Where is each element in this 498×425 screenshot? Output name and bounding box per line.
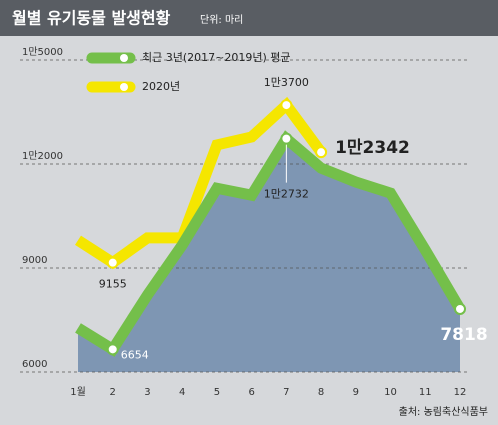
x-tick-label: 1월 [70, 386, 86, 398]
legend-marker [120, 83, 128, 91]
point-marker [315, 146, 328, 159]
y-tick-label: 9000 [22, 255, 47, 266]
legend-label: 최근 3년(2017~2019년) 평균 [142, 51, 291, 64]
x-tick-label: 6 [248, 387, 254, 398]
x-tick-label: 2 [110, 387, 116, 398]
line [75, 96, 326, 270]
x-tick-label: 7 [283, 387, 289, 398]
y-tick-label: 1만2000 [22, 150, 63, 162]
legend-marker [120, 54, 128, 62]
point-marker [454, 302, 466, 315]
y-tick-label: 6000 [22, 359, 47, 370]
chart-subtitle: 단위: 마리 [200, 13, 243, 26]
x-tick-label: 8 [318, 387, 324, 398]
title-band [0, 0, 498, 36]
source: 출처: 농림축산식품부 [399, 406, 488, 418]
data-label: 1만2342 [335, 138, 410, 158]
point-marker [280, 99, 293, 112]
data-label: 7818 [440, 325, 487, 345]
x-tick-label: 10 [384, 387, 397, 398]
data-label: 6654 [121, 348, 149, 361]
chart-title: 월별 유기동물 발생현황 [12, 9, 171, 28]
data-label: 9155 [99, 278, 127, 291]
point-marker [280, 132, 293, 145]
legend-label: 2020년 [142, 80, 180, 93]
data-label: 1만3700 [264, 76, 309, 89]
y-tick-label: 1만5000 [22, 46, 63, 58]
x-tick-label: 5 [214, 387, 220, 398]
x-tick-label: 12 [454, 387, 467, 398]
area [78, 138, 460, 372]
x-tick-label: 3 [144, 387, 150, 398]
point-marker [106, 256, 119, 269]
x-tick-label: 11 [419, 387, 432, 398]
x-tick-label: 9 [353, 387, 359, 398]
data-label: 1만2732 [264, 188, 309, 201]
line [75, 130, 465, 357]
point-marker [106, 343, 119, 356]
x-tick-label: 4 [179, 387, 185, 398]
